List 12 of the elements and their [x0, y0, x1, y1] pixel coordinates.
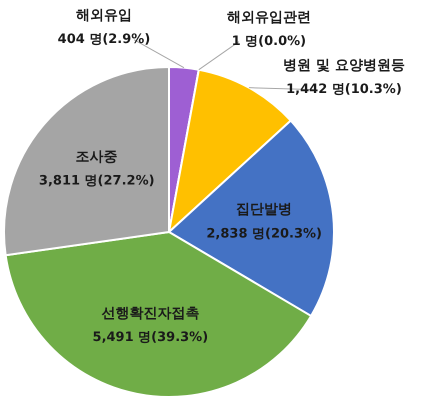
slice-label: 집단발병 [236, 202, 292, 218]
data-label: 1 명(0.0%) [232, 34, 306, 50]
data-label: 5,491 명(39.3%) [92, 330, 208, 346]
slice-label: 해외유입 [76, 7, 132, 24]
data-label: 1,442 명(10.3%) [286, 82, 402, 98]
data-label: 3,811 명(27.2%) [38, 174, 155, 189]
data-label: 2,838 명(20.3%) [206, 226, 322, 242]
slice-label: 병원 및 요양병원등 [283, 57, 405, 74]
slice-label: 해외유입관련 [226, 9, 311, 26]
slice-label: 선행확진자접촉 [101, 306, 200, 322]
slice-label: 조사중 [76, 148, 118, 165]
data-label: 404 명(2.9%) [58, 32, 150, 48]
